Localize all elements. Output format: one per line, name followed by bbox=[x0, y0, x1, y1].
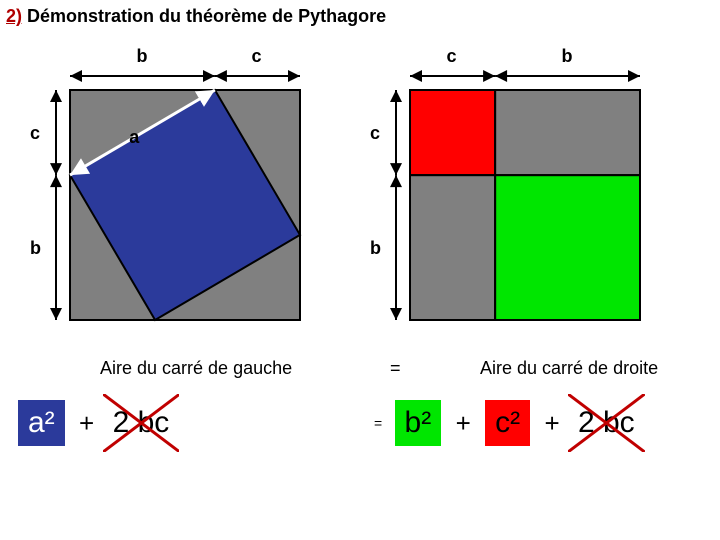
caption-left: Aire du carré de gauche bbox=[100, 358, 292, 379]
term-a-squared: a² bbox=[18, 400, 65, 446]
formula-row: a² + 2 bc = b² + c² + 2 bc bbox=[0, 400, 720, 460]
label-a: a bbox=[129, 127, 139, 148]
label-b-side-right: b bbox=[370, 238, 381, 259]
label-c-top-right: c bbox=[447, 46, 457, 67]
label-c-top-left: c bbox=[251, 46, 261, 67]
formula-left: a² + 2 bc bbox=[18, 400, 173, 446]
caption-equals: = bbox=[390, 358, 401, 379]
equals-2: = bbox=[370, 415, 386, 431]
label-b-top-left: b bbox=[136, 46, 147, 67]
label-c-side-right: c bbox=[370, 123, 380, 144]
right-square-svg bbox=[370, 50, 650, 330]
label-c-side-left: c bbox=[30, 123, 40, 144]
left-square-svg bbox=[30, 50, 310, 330]
section-number: 2) bbox=[6, 6, 22, 26]
plus-1: + bbox=[73, 408, 100, 439]
formula-right: = b² + c² + 2 bc bbox=[370, 400, 639, 446]
term-2bc-left-wrap: 2 bc bbox=[109, 400, 174, 446]
term-b-squared: b² bbox=[395, 400, 442, 446]
term-c-squared: c² bbox=[485, 400, 530, 446]
term-2bc-left: 2 bc bbox=[109, 400, 174, 446]
right-square-diagram: c b c b bbox=[370, 50, 650, 330]
plus-2: + bbox=[450, 408, 477, 439]
left-square-diagram: b c c b a bbox=[30, 50, 310, 330]
term-2bc-right-wrap: 2 bc bbox=[574, 400, 639, 446]
section-text: Démonstration du théorème de Pythagore bbox=[27, 6, 386, 26]
caption-right: Aire du carré de droite bbox=[480, 358, 658, 379]
term-2bc-right: 2 bc bbox=[574, 400, 639, 446]
label-b-top-right: b bbox=[562, 46, 573, 67]
label-b-side-left: b bbox=[30, 238, 41, 259]
plus-3: + bbox=[538, 408, 565, 439]
section-title: 2) Démonstration du théorème de Pythagor… bbox=[6, 6, 386, 27]
